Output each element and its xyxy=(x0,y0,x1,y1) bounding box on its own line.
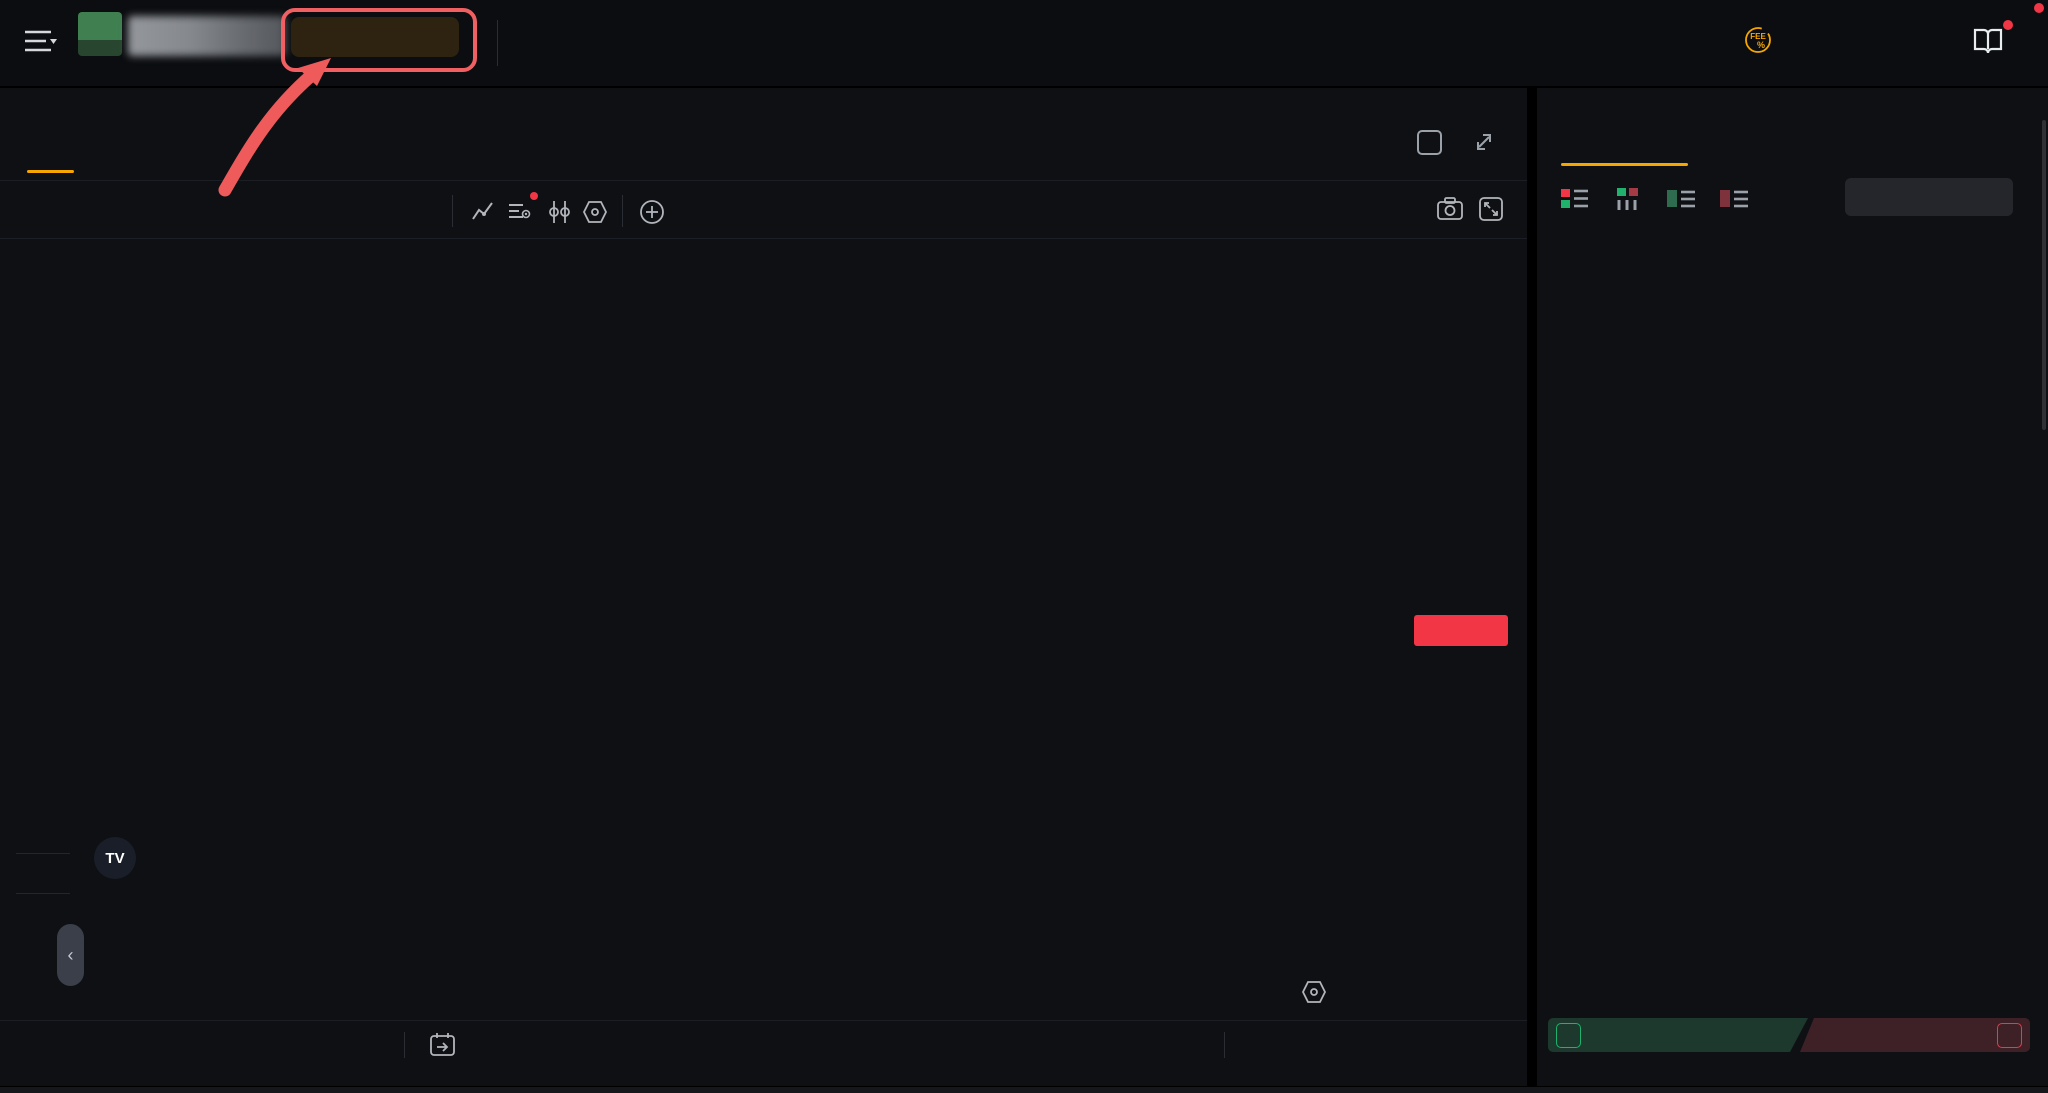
add-chart-icon[interactable] xyxy=(638,198,668,226)
corner-notification-dot xyxy=(2034,3,2044,13)
sell-badge xyxy=(1997,1022,2022,1048)
chart-panel xyxy=(0,88,1527,1086)
book-view-asks-icon[interactable] xyxy=(1720,186,1750,212)
axis-settings-icon[interactable] xyxy=(1299,978,1329,1008)
svg-text:FEE: FEE xyxy=(1750,32,1766,41)
orders-book-icon[interactable] xyxy=(1972,26,2008,56)
indicator-list-icon[interactable] xyxy=(506,198,536,226)
buy-ratio xyxy=(1548,1018,1808,1052)
book-view-columns-icon[interactable] xyxy=(1614,186,1644,212)
candlestick-chart[interactable] xyxy=(86,240,1410,1015)
svg-text:%: % xyxy=(1757,40,1765,50)
compare-candles-icon[interactable] xyxy=(545,198,575,226)
buy-badge xyxy=(1556,1023,1581,1048)
fullscreen-icon[interactable] xyxy=(1478,196,1504,222)
notification-dot xyxy=(2003,20,2013,30)
indicators-icon[interactable] xyxy=(470,198,500,226)
last-price-tag xyxy=(1414,615,1508,646)
ohlc-legend xyxy=(92,256,135,276)
indicator-notification-dot xyxy=(530,192,538,200)
chart-settings-icon[interactable] xyxy=(580,198,610,226)
go-to-date-icon[interactable] xyxy=(428,1030,458,1060)
active-tab-underline xyxy=(27,170,74,173)
expand-icon[interactable] xyxy=(1470,128,1498,156)
buy-sell-ratio-bar xyxy=(1548,1018,2030,1052)
sell-ratio xyxy=(1800,1018,2030,1052)
volume-legend xyxy=(92,930,112,950)
pair-name-blurred[interactable] xyxy=(128,16,286,56)
bottom-strip xyxy=(0,1086,2048,1093)
collapse-toolbar-handle[interactable]: ‹ xyxy=(57,924,84,986)
fee-discount-icon: FEE % xyxy=(1745,27,1771,53)
menu-caret-icon xyxy=(50,39,57,44)
tradingview-watermark: TV xyxy=(94,837,136,879)
order-book-panel xyxy=(1537,88,2048,1086)
book-view-bids-icon[interactable] xyxy=(1667,186,1697,212)
snapshot-camera-icon[interactable] xyxy=(1436,196,1464,222)
panel-divider xyxy=(1527,88,1537,1086)
token-logo xyxy=(78,12,122,56)
popout-checkbox[interactable] xyxy=(1417,130,1442,155)
divider xyxy=(0,180,1527,181)
book-view-both-icon[interactable] xyxy=(1561,186,1591,212)
menu-icon[interactable] xyxy=(24,28,58,56)
adventure-zone-button[interactable] xyxy=(291,17,459,57)
tick-size-dropdown[interactable] xyxy=(1845,178,2013,216)
scrollbar[interactable] xyxy=(2042,120,2046,430)
divider xyxy=(497,20,498,66)
